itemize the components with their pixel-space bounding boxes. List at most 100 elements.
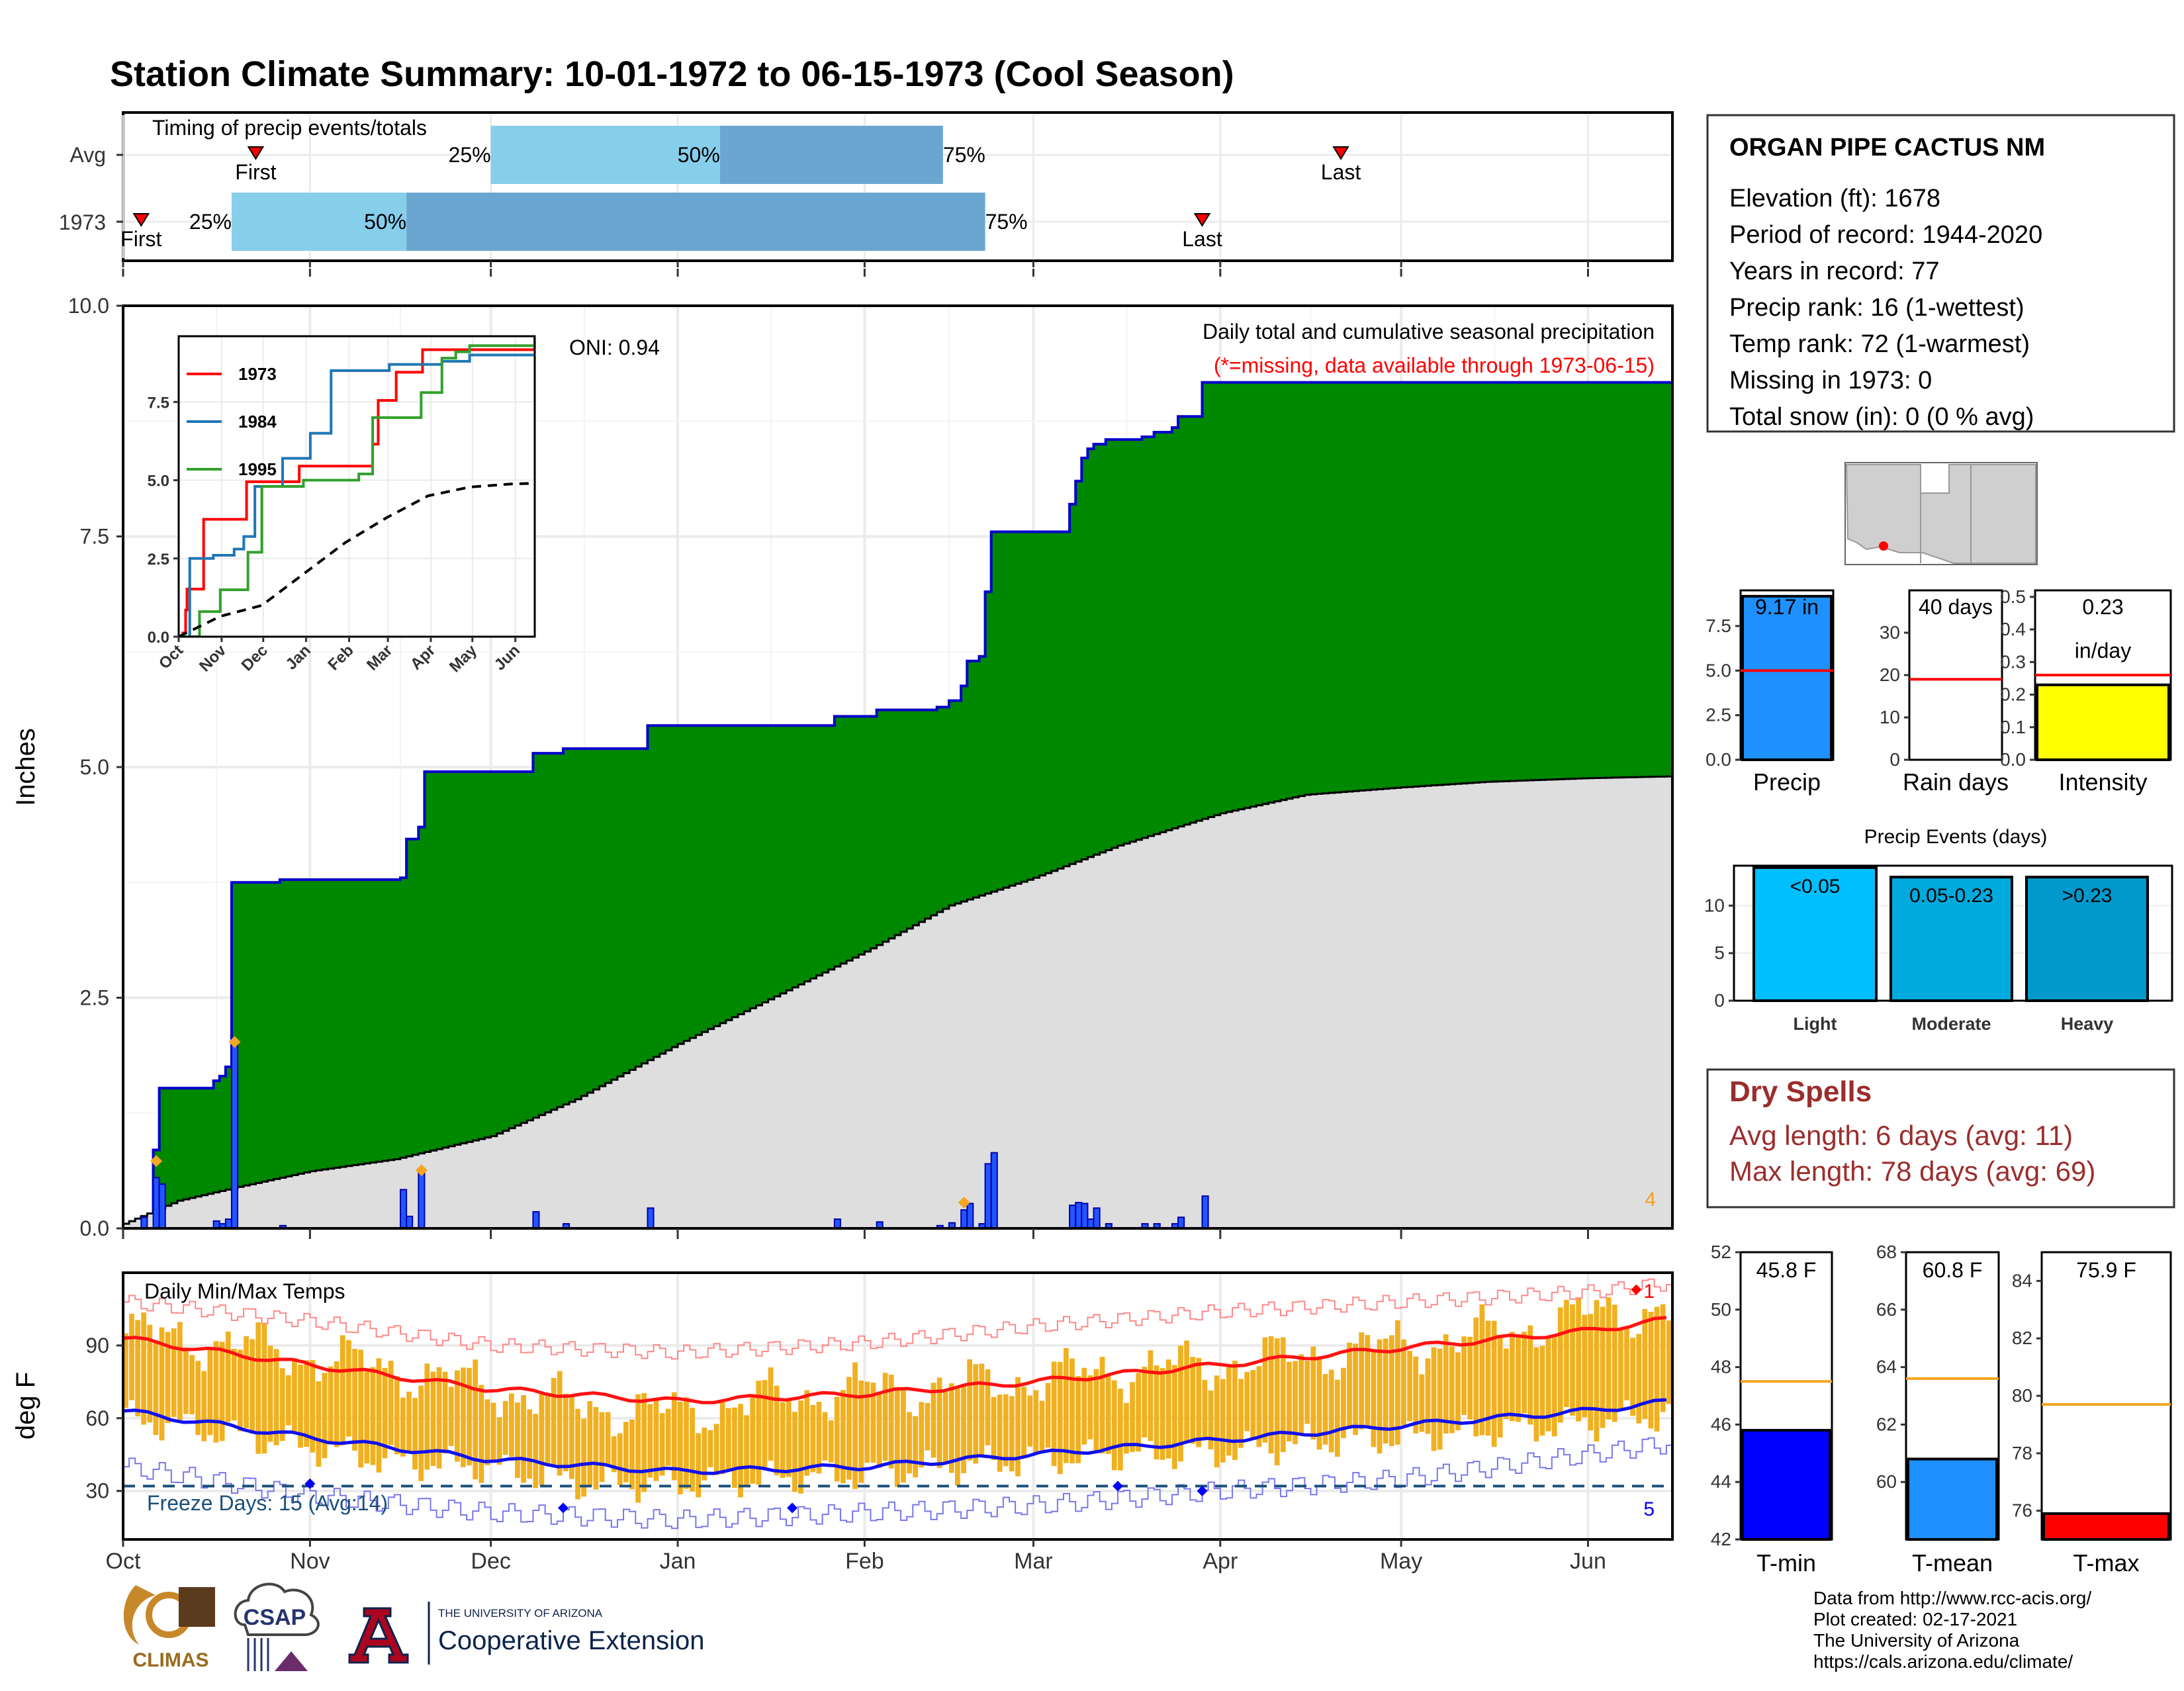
precip-subtitle: Daily total and cumulative seasonal prec… [1203,320,1655,343]
daily-temp-range-bar [1130,1382,1135,1452]
temp-bar-tick-label: 76 [2012,1500,2032,1521]
daily-temp-range-bar [189,1355,195,1414]
daily-temp-range-bar [599,1412,605,1483]
daily-temp-range-bar [394,1376,400,1455]
daily-temp-range-bar [340,1335,345,1445]
timing-bar-q2 [406,193,985,251]
daily-temp-range-bar [1557,1307,1563,1423]
daily-temp-range-bar [1293,1361,1298,1445]
dry-spells-title: Dry Spells [1729,1075,1872,1108]
daily-precip-bar [966,1203,974,1228]
daily-temp-range-bar [1021,1387,1026,1459]
daily-temp-range-bar [931,1383,936,1458]
oni-label: ONI: 0.94 [569,336,660,359]
precip-markers [150,1036,970,1209]
daily-temp-range-bar [147,1324,153,1423]
precip-y-tick-label: 0.0 [80,1216,109,1240]
daily-temp-range-bar [725,1408,731,1471]
month-label: Dec [471,1549,510,1574]
daily-temp-range-bar [557,1371,563,1476]
temp-bar-tick-label: 80 [2012,1385,2032,1406]
daily-temp-range-bar [1479,1304,1485,1436]
daily-temp-range-bar [1539,1346,1545,1436]
daily-temp-range-bar [436,1367,442,1469]
daily-temp-range-bar [955,1389,960,1486]
daily-precip-bar [960,1209,968,1228]
daily-temp-range-bar [135,1320,140,1417]
daily-temp-range-bar [382,1367,388,1459]
daily-temp-range-bar [467,1367,472,1466]
freeze-day-marker [787,1502,798,1514]
daily-temp-range-bar [177,1322,183,1423]
daily-temp-range-bar [316,1381,322,1467]
daily-temp-range-bar [882,1373,888,1461]
daily-temp-range-bar [1117,1389,1123,1471]
temperature-y-tick-label: 30 [85,1479,109,1503]
daily-temp-range-bar [292,1358,297,1432]
daily-temp-range-bar [641,1393,647,1492]
daily-temp-range-bar [171,1328,177,1417]
daily-temp-range-bar [1642,1308,1648,1419]
temperature-panel: 30 60 90 deg F Daily Min/Max Temps Freeze … [11,1228,1674,1541]
daily-temp-range-bar [942,1391,948,1465]
daily-temp-range-bar [653,1398,659,1481]
summary-bar-tick-label: 0.0 [2000,749,2026,770]
climas-logo-swirl [123,1585,156,1645]
daily-temp-range-bar [665,1408,671,1466]
summary-bar-tick-label: 0.1 [2000,717,2026,737]
dry-spells-box: Dry Spells Avg length: 6 days (avg: 11) … [1706,1068,2175,1209]
temp-bar-tick-label: 48 [1711,1357,1731,1377]
daily-temp-range-bar [1142,1366,1148,1438]
freeze-days-label: Freeze Days: 15 (Avg:14) [147,1491,388,1515]
daily-temp-range-bar [1238,1379,1244,1448]
summary-bar-label: Precip [1753,768,1821,796]
daily-temp-range-bar [244,1336,249,1429]
daily-temp-range-bar [279,1368,285,1441]
temperature-y-tick-label: 60 [85,1406,109,1430]
daily-temp-range-bar [1148,1350,1154,1441]
month-label: Jun [1570,1549,1606,1574]
daily-temp-range-bar [1262,1337,1268,1443]
daily-precip-bar [1141,1223,1149,1228]
temperature-summary-bars: 42 44 46 48 50 52 45.8 F T-min 60 62 64 66 68 60.8 F T… [1711,1242,2172,1577]
daily-temp-range-bar [418,1385,424,1481]
university-arizona-logo: THE UNIVERSITY OF ARIZONA Cooperative Ex… [348,1602,704,1665]
daily-temp-range-bar [328,1366,334,1443]
temperature-y-tick-label: 90 [85,1334,109,1357]
temperature-count-top: 1 [1643,1281,1655,1303]
daily-temp-range-bar [810,1404,816,1473]
daily-temp-range-bar [1594,1300,1600,1442]
temp-bar-tick-label: 66 [1876,1299,1897,1320]
daily-temp-range-bar [165,1332,171,1424]
daily-temp-range-bar [250,1339,255,1434]
daily-temp-range-bar [1136,1373,1142,1452]
precip-panel: 0.0 2.5 5.0 7.5 10.0 Inches ONI: 0.94 Daily … [11,269,1674,1240]
daily-temp-range-bar [424,1363,430,1470]
daily-temp-range-bar [876,1391,882,1469]
daily-temp-range-bar [255,1322,261,1454]
precip-events-chart: <0.05 Light 0.05-0.23 Moderate >0.23 Heavy 0 5 1… [1704,864,2173,1034]
daily-temp-range-bar [153,1340,159,1436]
daily-temp-range-bar [1545,1338,1551,1432]
station-info-box: ORGAN PIPE CACTUS NM Elevation (ft): 167… [1706,114,2175,433]
timing-75-label: 75% [985,210,1028,234]
daily-temp-range-bar [1636,1334,1642,1424]
daily-temp-range-bar [376,1358,382,1473]
daily-temp-range-bar [1099,1357,1105,1454]
daily-temp-range-bar [334,1361,340,1447]
daily-temp-range-bar [1184,1340,1189,1443]
footer-line: Plot created: 02-17-2021 [1813,1609,2017,1629]
daily-temp-range-bar [521,1394,526,1483]
locator-map-borders [1920,465,1972,563]
inset-series-1984 [179,353,535,637]
daily-temp-range-bar [719,1400,725,1475]
summary-bar-tick-label: 10 [1880,707,1900,727]
temperature-y-axis: 30 60 90 [85,1228,1589,1503]
temp-bar-tick-label: 42 [1711,1529,1731,1549]
daily-temp-range-bar [828,1420,834,1463]
daily-temp-range-bar [936,1377,942,1469]
temp-bar-tick-label: 44 [1711,1471,1731,1492]
daily-temp-range-bar [575,1408,580,1500]
daily-temp-range-bar [1473,1317,1479,1437]
dry-spells-frame [1706,1068,2175,1209]
